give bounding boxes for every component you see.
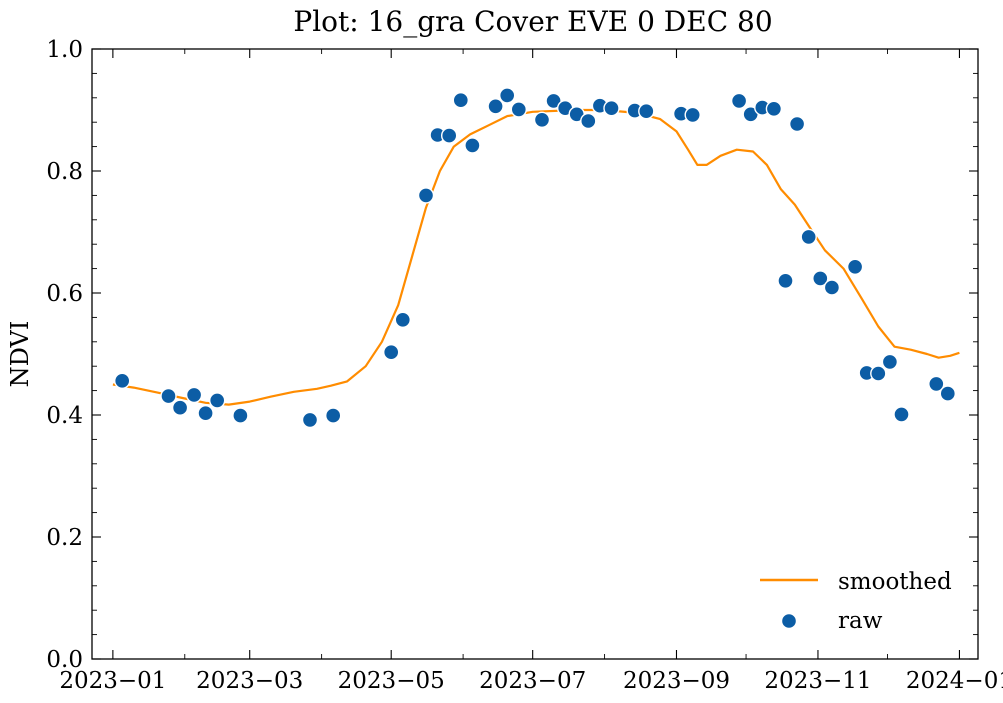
raw-point: [638, 102, 655, 120]
raw-point: [939, 385, 956, 402]
raw-point: [185, 386, 203, 404]
x-tick-label: 2023−05: [338, 668, 445, 694]
x-tick-label: 2023−07: [479, 668, 586, 694]
y-tick-label: 0.4: [46, 403, 83, 429]
raw-point: [510, 101, 527, 118]
raw-point: [394, 311, 411, 328]
raw-point: [893, 406, 910, 423]
axes-frame: [91, 48, 979, 660]
y-tick-label: 1.0: [46, 37, 83, 63]
raw-point: [197, 405, 214, 422]
plot-area: 0.0 0.2 0.4 0.6 0.8 1.0 2023−01 2023−03 2023−05 2…: [46, 37, 1003, 694]
raw-point: [533, 111, 551, 129]
y-tick-label: 0.0: [46, 647, 83, 673]
raw-point: [113, 372, 131, 389]
legend-raw-marker: [780, 612, 798, 630]
raw-point: [603, 99, 620, 117]
raw-point: [208, 392, 226, 409]
raw-point: [765, 100, 783, 118]
x-tick-label: 2023−03: [196, 668, 303, 694]
legend-smoothed-label: smoothed: [838, 569, 952, 595]
raw-point: [812, 270, 829, 287]
y-tick-label: 0.2: [46, 525, 83, 551]
raw-point: [441, 127, 458, 144]
raw-point: [325, 407, 342, 424]
raw-point: [487, 98, 504, 115]
x-tick-label: 2023−01: [59, 668, 166, 694]
x-tick-label: 2024−01: [906, 668, 1003, 694]
smoothed-line: [112, 108, 960, 406]
raw-point: [545, 92, 562, 110]
raw-point: [171, 399, 189, 416]
y-tick-label: 0.6: [46, 281, 83, 307]
raw-point: [232, 407, 249, 424]
raw-point: [730, 92, 748, 110]
raw-point: [301, 411, 319, 429]
legend: smoothed raw: [760, 569, 952, 634]
raw-point: [777, 272, 794, 289]
x-tick-label: 2023−09: [623, 668, 730, 694]
raw-point: [928, 375, 945, 393]
legend-raw-label: raw: [838, 608, 883, 634]
raw-point: [160, 387, 177, 405]
raw-point: [870, 365, 887, 382]
raw-point: [846, 258, 864, 275]
raw-point: [464, 137, 481, 154]
raw-point: [684, 106, 701, 124]
y-tick-label: 0.8: [46, 159, 83, 185]
chart-title: Plot: 16_gra Cover EVE 0 DEC 80: [293, 5, 772, 38]
x-tick-label: 2023−11: [764, 668, 871, 694]
raw-point: [881, 353, 899, 371]
raw-point: [499, 87, 516, 104]
raw-point: [383, 344, 400, 361]
raw-point: [823, 279, 841, 296]
raw-point: [580, 112, 597, 130]
y-axis-label: NDVI: [6, 321, 34, 388]
raw-point: [417, 187, 435, 204]
raw-point: [452, 91, 469, 109]
raw-point: [800, 228, 817, 246]
raw-point: [788, 115, 806, 133]
